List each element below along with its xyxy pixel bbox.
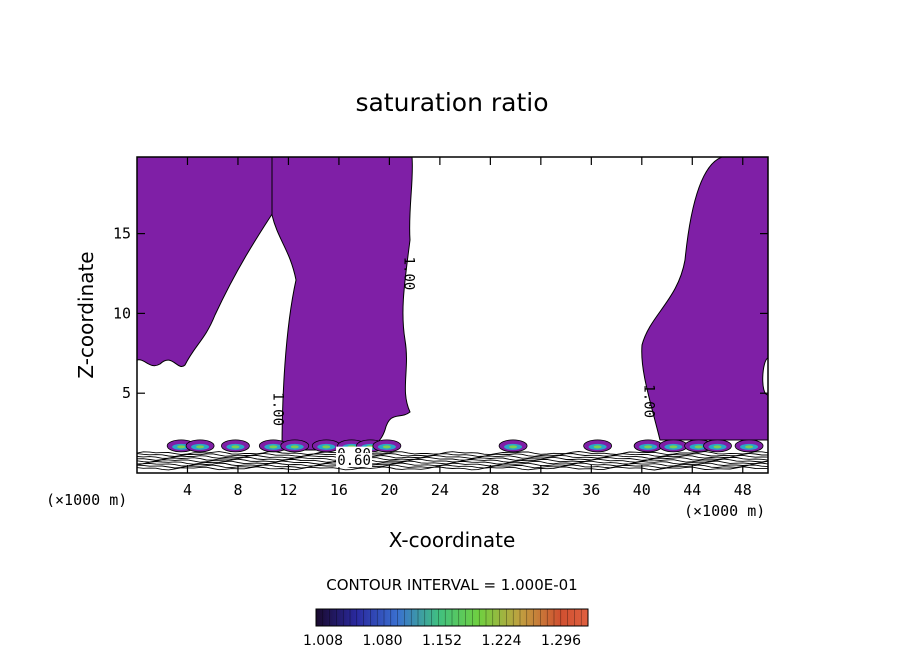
y-tick-label: 10 bbox=[113, 304, 131, 322]
cloud-cell-peak bbox=[231, 445, 240, 449]
contour-label: 0.60 bbox=[337, 453, 371, 469]
x-tick-label: 4 bbox=[183, 481, 192, 499]
surface-contour-line bbox=[137, 462, 768, 467]
colorbar-tick-label: 1.008 bbox=[303, 633, 343, 649]
x-axis-ticks: 4 8 12 16 20 24 28 32 36 40 44 48 bbox=[183, 157, 752, 499]
x-tick-label: 40 bbox=[633, 481, 651, 499]
x-tick-label: 8 bbox=[233, 481, 242, 499]
saturated-region-center bbox=[271, 157, 413, 451]
saturated-region-left bbox=[137, 157, 295, 367]
cloud-cell-peak bbox=[382, 445, 391, 449]
x-tick-label: 20 bbox=[380, 481, 398, 499]
y-axis-ticks: 5 10 15 bbox=[113, 225, 768, 402]
contour-label: 1.00 bbox=[640, 384, 656, 418]
x-tick-label: 32 bbox=[532, 481, 550, 499]
x-tick-label: 36 bbox=[582, 481, 600, 499]
x-unit-label-right: (×1000 m) bbox=[684, 502, 766, 520]
cloud-cell-peak bbox=[322, 445, 331, 449]
cloud-cell-peak bbox=[290, 445, 299, 449]
x-tick-label: 16 bbox=[330, 481, 348, 499]
cloud-cell-peak bbox=[593, 445, 602, 449]
contour-label: 1.00 bbox=[269, 392, 285, 426]
colorbar-tick-labels: 1.008 1.080 1.152 1.224 1.296 bbox=[303, 633, 581, 649]
x-unit-label-left: (×1000 m) bbox=[46, 491, 128, 509]
contour-interval-label: CONTOUR INTERVAL = 1.000E-01 bbox=[326, 576, 578, 594]
cloud-cell-peak bbox=[509, 445, 518, 449]
y-tick-label: 15 bbox=[113, 225, 131, 243]
cloud-cell-peak bbox=[745, 445, 754, 449]
surface-contour-line bbox=[137, 464, 768, 469]
x-tick-label: 28 bbox=[481, 481, 499, 499]
plot-frame bbox=[136, 156, 769, 474]
contour-labels: 1.001.001.000.800.60 bbox=[269, 257, 656, 469]
cloud-cell-peak bbox=[694, 445, 703, 449]
x-axis-label: X-coordinate bbox=[388, 528, 516, 552]
colorbar-tick-label: 1.080 bbox=[362, 633, 402, 649]
colorbar-tick-label: 1.152 bbox=[422, 633, 462, 649]
contour-label-bg bbox=[336, 453, 373, 468]
surface-contour-line bbox=[137, 466, 768, 471]
cloud-cell-peak bbox=[713, 445, 722, 449]
surface-contour-line bbox=[137, 458, 768, 463]
colorbar-tick-label: 1.296 bbox=[541, 633, 581, 649]
cloud-cell-peak bbox=[669, 445, 678, 449]
surface-contour-line bbox=[137, 451, 768, 456]
x-tick-label: 24 bbox=[431, 481, 449, 499]
colorbar-bands bbox=[322, 609, 582, 626]
cloud-cell-peak bbox=[269, 445, 278, 449]
x-tick-label: 12 bbox=[279, 481, 297, 499]
surface-contour-line bbox=[137, 456, 768, 461]
surface-cloud-cells bbox=[166, 439, 764, 453]
cloud-cell-peak bbox=[644, 445, 653, 449]
colorbar-tick-label: 1.224 bbox=[481, 633, 521, 649]
x-tick-label: 48 bbox=[734, 481, 752, 499]
y-tick-label: 5 bbox=[122, 384, 131, 402]
cloud-cell-peak bbox=[177, 445, 186, 449]
chart-title: saturation ratio bbox=[355, 88, 549, 117]
x-tick-label: 44 bbox=[683, 481, 701, 499]
surface-contour-line bbox=[137, 452, 768, 457]
saturated-region-right bbox=[641, 157, 768, 441]
surface-contour-line bbox=[137, 454, 768, 459]
contour-label: 1.00 bbox=[401, 257, 417, 291]
surface-contour-lines bbox=[137, 451, 768, 471]
cloud-cell-peak bbox=[196, 445, 205, 449]
